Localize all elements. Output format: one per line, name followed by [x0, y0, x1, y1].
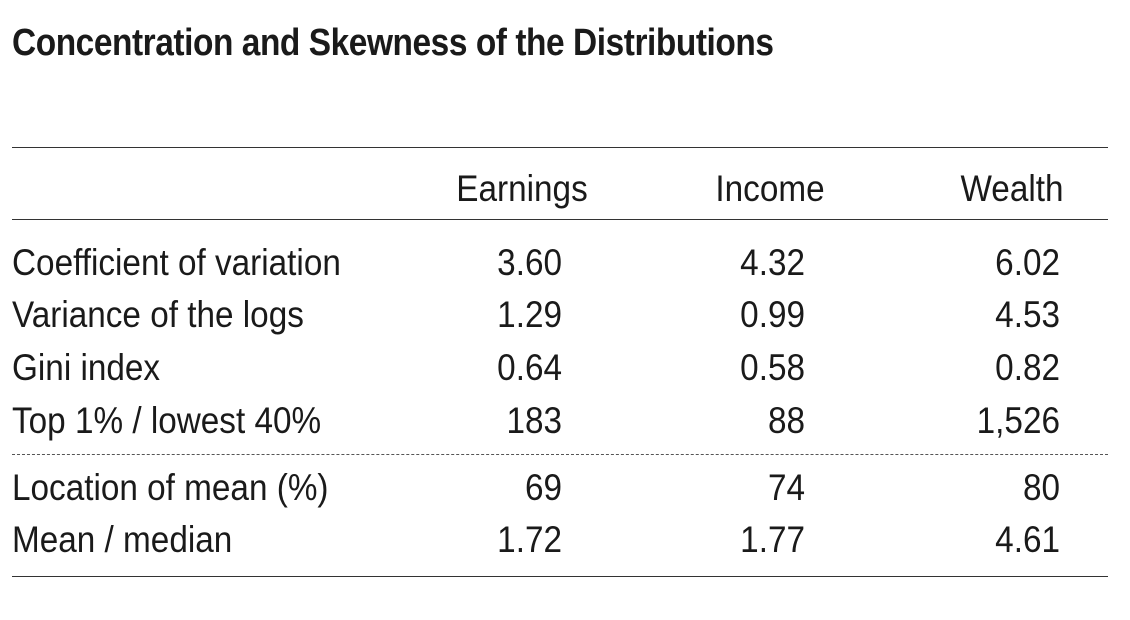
cell-wealth: 4.61: [995, 519, 1060, 560]
cell-wealth: 4.53: [995, 294, 1060, 335]
row-label: Location of mean (%): [12, 467, 329, 508]
row-label: Variance of the logs: [12, 294, 304, 335]
row-label: Top 1% / lowest 40%: [12, 400, 322, 441]
table-top-rule: [12, 147, 1108, 148]
row-label: Gini index: [12, 347, 161, 388]
cell-earnings: 69: [524, 467, 562, 508]
cell-earnings: 3.60: [497, 242, 562, 283]
cell-wealth: 6.02: [995, 242, 1060, 283]
cell-earnings: 1.72: [497, 519, 562, 560]
table-bottom-rule: [12, 576, 1108, 577]
row-label: Coefficient of variation: [12, 242, 341, 283]
header-rule: [12, 219, 1108, 220]
cell-income: 74: [767, 467, 805, 508]
cell-income: 0.99: [740, 294, 805, 335]
group-separator: [12, 454, 1108, 455]
cell-earnings: 1.29: [497, 294, 562, 335]
row-label: Mean / median: [12, 519, 233, 560]
cell-income: 1.77: [740, 519, 805, 560]
cell-income: 88: [767, 400, 805, 441]
cell-wealth: 0.82: [995, 347, 1060, 388]
column-header-wealth: Wealth: [960, 168, 1064, 209]
cell-income: 0.58: [740, 347, 805, 388]
column-header-income: Income: [715, 168, 825, 209]
table-title: Concentration and Skewness of the Distri…: [12, 22, 774, 64]
cell-wealth: 80: [1022, 467, 1060, 508]
cell-wealth: 1,526: [976, 400, 1060, 441]
column-header-earnings: Earnings: [456, 168, 588, 209]
cell-earnings: 183: [506, 400, 562, 441]
cell-earnings: 0.64: [497, 347, 562, 388]
cell-income: 4.32: [740, 242, 805, 283]
